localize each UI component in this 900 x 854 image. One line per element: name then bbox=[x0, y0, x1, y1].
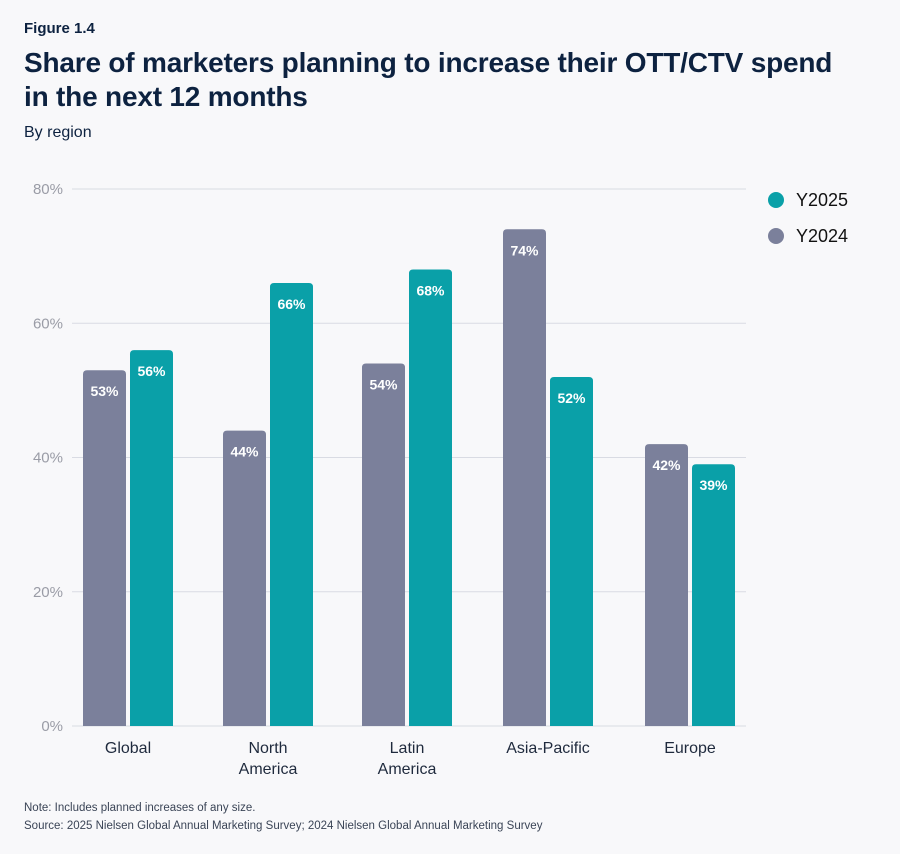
legend-label-y2024: Y2024 bbox=[796, 225, 849, 246]
chart-subtitle: By region bbox=[24, 124, 92, 141]
x-category-label: Latin bbox=[390, 740, 425, 757]
data-label: 52% bbox=[557, 390, 586, 406]
source-text: Source: 2025 Nielsen Global Annual Marke… bbox=[24, 820, 543, 832]
y-tick-label: 40% bbox=[33, 450, 63, 467]
data-label: 54% bbox=[369, 377, 398, 393]
y-tick-label: 60% bbox=[33, 315, 63, 332]
chart-title: Share of marketers planning to increase … bbox=[24, 47, 833, 112]
x-category-label: North bbox=[248, 740, 287, 757]
data-label: 39% bbox=[699, 477, 728, 493]
figure-label: Figure 1.4 bbox=[24, 20, 95, 37]
legend-swatch-y2025 bbox=[768, 192, 784, 208]
legend-label-y2025: Y2025 bbox=[796, 189, 849, 210]
bar-y2024 bbox=[223, 430, 266, 726]
y-tick-label: 20% bbox=[33, 584, 63, 601]
data-label: 66% bbox=[277, 296, 306, 312]
y-tick-label: 80% bbox=[33, 181, 63, 198]
bar-y2025 bbox=[270, 282, 313, 726]
bar-y2024 bbox=[362, 363, 405, 726]
data-label: 44% bbox=[230, 444, 259, 460]
data-label: 68% bbox=[416, 283, 445, 299]
bar-y2024 bbox=[645, 444, 688, 726]
data-label: 53% bbox=[90, 383, 119, 399]
x-category-label: Global bbox=[105, 740, 151, 757]
x-category-label: America bbox=[239, 761, 298, 778]
note-text: Note: Includes planned increases of any … bbox=[24, 802, 256, 814]
x-category-label: Europe bbox=[664, 740, 716, 757]
bar-y2025 bbox=[692, 464, 735, 726]
data-label: 42% bbox=[652, 457, 681, 473]
legend-item-y2024: Y2024 bbox=[768, 218, 848, 254]
bar-y2024 bbox=[83, 370, 126, 726]
bar-y2024 bbox=[503, 229, 546, 726]
bar-y2025 bbox=[130, 350, 173, 726]
x-category-label: Asia-Pacific bbox=[506, 740, 590, 757]
legend-swatch-y2024 bbox=[768, 228, 784, 244]
bar-chart: 0% 20% 40% 60% 80% 53% 56% Global 44% 66% North Ame… bbox=[33, 181, 746, 778]
footnotes: Note: Includes planned increases of any … bbox=[24, 799, 542, 835]
data-label: 56% bbox=[137, 363, 166, 379]
x-category-label: America bbox=[378, 761, 437, 778]
legend-item-y2025: Y2025 bbox=[768, 182, 848, 218]
bar-y2025 bbox=[409, 269, 452, 726]
legend: Y2025 Y2024 bbox=[768, 182, 848, 254]
data-label: 74% bbox=[510, 242, 539, 258]
bar-y2025 bbox=[550, 376, 593, 726]
y-tick-label: 0% bbox=[41, 718, 63, 735]
